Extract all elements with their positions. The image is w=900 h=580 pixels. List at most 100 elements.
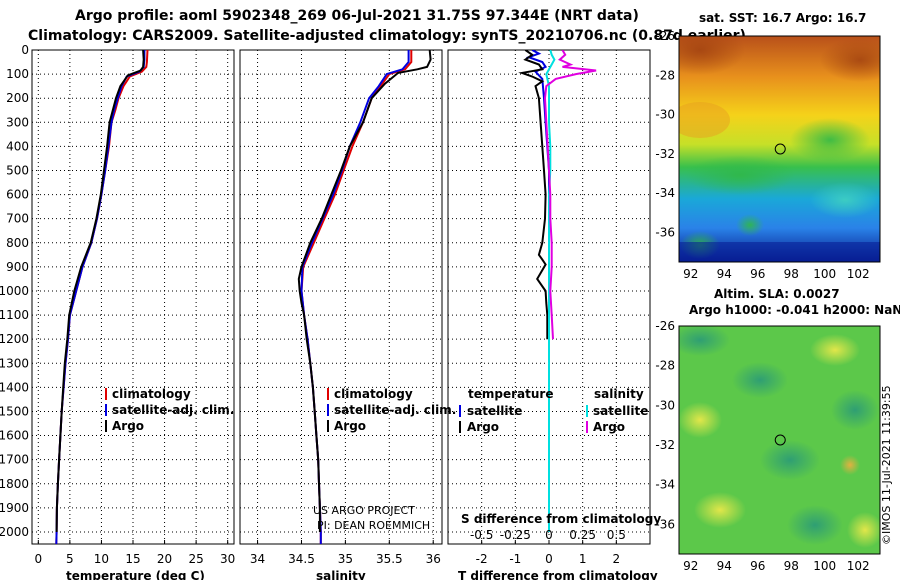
series-line-temperature-argo	[518, 50, 549, 340]
depth-tick-label: 1300	[0, 356, 29, 370]
depth-tick-label: 600	[6, 188, 29, 202]
salinity-axis-label: salinity	[316, 569, 366, 580]
sal-legend-satellite-label: satellite-adj. clim.	[334, 403, 456, 417]
map-lat-tick-label: -34	[655, 186, 675, 200]
depth-tick-label: 0	[21, 43, 29, 57]
x-tick-label: 0	[545, 552, 553, 566]
depth-tick-label: 700	[6, 212, 29, 226]
sal-legend-argo-label: Argo	[334, 419, 366, 433]
diff-legend-t-satellite-label: satellite	[467, 404, 522, 418]
map-lon-tick-label: 100	[813, 559, 836, 573]
map-lon-tick-label: 102	[847, 267, 870, 281]
x-tick-label: 5	[66, 552, 74, 566]
salinity-panel	[239, 49, 443, 545]
sal-legend-climatology-label: climatology	[334, 387, 413, 401]
depth-tick-label: 1400	[0, 380, 29, 394]
map-lon-tick-label: 94	[717, 559, 732, 573]
depth-tick-label: 1900	[0, 501, 29, 515]
map-lon-tick-label: 100	[813, 267, 836, 281]
series-line-salinity-argo	[543, 50, 597, 340]
map-lat-tick-label: -32	[655, 147, 675, 161]
x-tick-label: 34	[250, 552, 265, 566]
map-lat-tick-label: -30	[655, 108, 675, 122]
x-tick-label: 35.5	[376, 552, 403, 566]
depth-tick-label: 200	[6, 91, 29, 105]
legend-climatology-label: climatology	[112, 387, 191, 401]
series-line-salinity-satellite	[545, 50, 556, 532]
t-difference-axis-label: T difference from climatology	[458, 569, 658, 580]
x-tick-label: 34.5	[288, 552, 315, 566]
diff-legend-t-argo-label: Argo	[467, 420, 499, 434]
map-lat-tick-label: -28	[655, 68, 675, 82]
x-tick-label: 36	[426, 552, 441, 566]
map-lat-tick-label: -34	[655, 478, 675, 492]
temperature-axis-label: temperature (deg C)	[66, 569, 205, 580]
diff-legend-s-satellite-label: satellite	[593, 404, 648, 418]
s-tick-label: -0.5	[470, 528, 493, 542]
depth-tick-label: 900	[6, 260, 29, 274]
series-line-argo	[55, 50, 145, 533]
map-lon-tick-label: 94	[717, 267, 732, 281]
sla-heatmap	[679, 326, 880, 554]
map-lon-tick-label: 96	[750, 267, 765, 281]
depth-tick-label: 1100	[0, 308, 29, 322]
x-tick-label: 25	[188, 552, 203, 566]
s-tick-label: 0.25	[569, 528, 596, 542]
diff-legend-s-argo-label: Argo	[593, 420, 625, 434]
credit-project: US ARGO PROJECT	[313, 504, 415, 517]
depth-tick-label: 300	[6, 115, 29, 129]
map-lat-tick-label: -28	[655, 359, 675, 373]
x-tick-label: 2	[613, 552, 621, 566]
sst-heatmap	[679, 36, 880, 262]
x-tick-label: 10	[94, 552, 109, 566]
depth-tick-label: 1000	[0, 284, 29, 298]
legend-argo-label: Argo	[112, 419, 144, 433]
sst-argo-location-marker	[774, 143, 786, 155]
series-line-climatology	[55, 50, 149, 544]
sla-map-title: Altim. SLA: 0.0027	[714, 287, 840, 301]
map-lon-tick-label: 98	[784, 559, 799, 573]
x-tick-label: 15	[125, 552, 140, 566]
legend-satellite-label: satellite-adj. clim.	[112, 403, 234, 417]
map-lat-tick-label: -30	[655, 398, 675, 412]
figure-title-line2: Climatology: CARS2009. Satellite-adjuste…	[28, 28, 746, 44]
x-tick-label: 35	[338, 552, 353, 566]
map-lon-tick-label: 96	[750, 559, 765, 573]
map-lon-tick-label: 102	[847, 559, 870, 573]
x-tick-label: -1	[509, 552, 521, 566]
series-line-argo	[297, 50, 432, 532]
depth-tick-label: 1700	[0, 453, 29, 467]
map-lon-tick-label: 92	[683, 559, 698, 573]
depth-tick-label: 1800	[0, 477, 29, 491]
s-tick-label: 0	[545, 528, 553, 542]
x-tick-label: 30	[220, 552, 235, 566]
depth-tick-label: 500	[6, 163, 29, 177]
x-tick-label: 1	[579, 552, 587, 566]
depth-tick-label: 100	[6, 67, 29, 81]
depth-tick-label: 400	[6, 139, 29, 153]
x-tick-label: -2	[476, 552, 488, 566]
sla-map-subtitle: Argo h1000: -0.041 h2000: NaN	[689, 303, 900, 317]
series-line-satellite-adj-clim-	[55, 50, 146, 544]
map-lat-tick-label: -26	[655, 29, 675, 43]
s-tick-label: 0.5	[607, 528, 626, 542]
sla-argo-location-marker	[774, 434, 786, 446]
map-lon-tick-label: 92	[683, 267, 698, 281]
temperature-panel	[31, 49, 235, 545]
sst-map-frame	[678, 35, 881, 263]
sst-map-title: sat. SST: 16.7 Argo: 16.7	[699, 11, 866, 25]
legend-temperature-title: temperature	[468, 387, 553, 401]
s-difference-axis-label: S difference from climatology	[461, 512, 661, 526]
map-lon-tick-label: 98	[784, 267, 799, 281]
depth-tick-label: 2000	[0, 525, 29, 539]
imos-watermark: ©IMOS 11-Jul-2021 11:39:55	[880, 385, 893, 545]
map-lat-tick-label: -36	[655, 517, 675, 531]
sla-map-frame	[678, 325, 881, 555]
x-tick-label: 0	[34, 552, 42, 566]
depth-tick-label: 1200	[0, 332, 29, 346]
credit-pi: PI: DEAN ROEMMICH	[317, 519, 430, 532]
depth-tick-label: 1500	[0, 404, 29, 418]
depth-tick-label: 1600	[0, 429, 29, 443]
figure-title-line1: Argo profile: aoml 5902348_269 06-Jul-20…	[75, 8, 639, 24]
